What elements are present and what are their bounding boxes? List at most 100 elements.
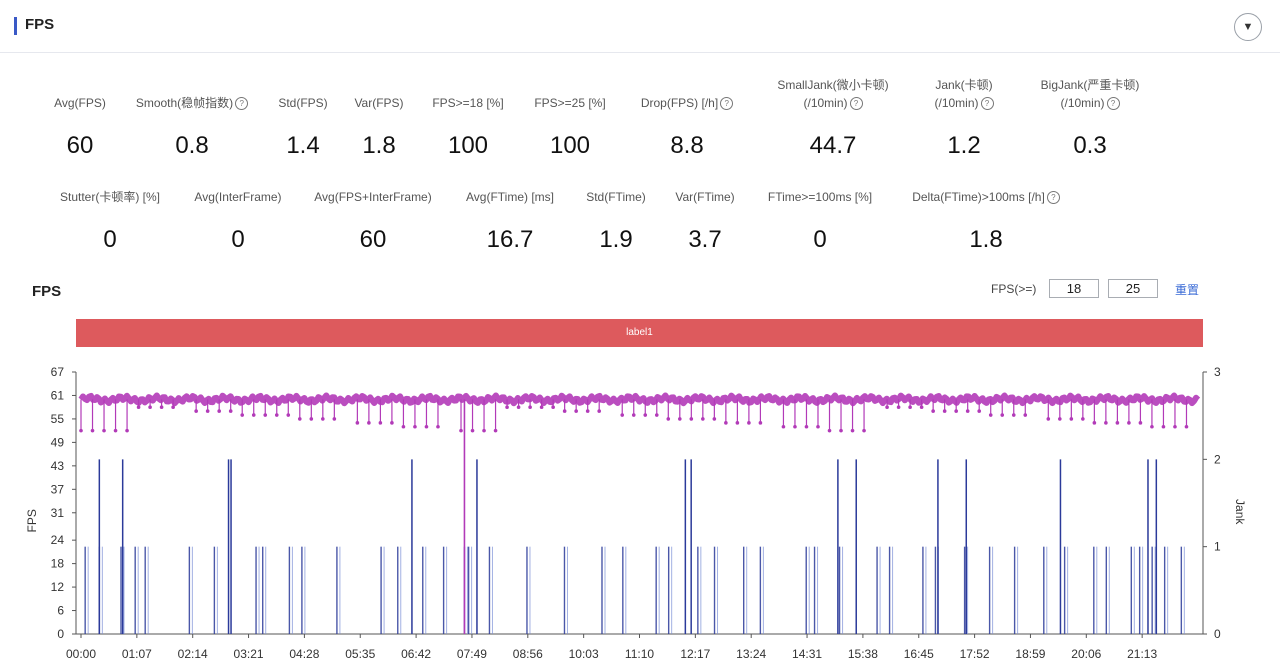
metric-value: 0 [813, 226, 827, 253]
metric-label: Avg(FPS) [54, 96, 106, 110]
chart-title: FPS [32, 283, 62, 300]
metric-avg-interframe: Avg(InterFrame) 0 [184, 188, 292, 254]
metric-avg-fps-interframe: Avg(FPS+InterFrame) 60 [300, 188, 446, 254]
metric-label: Delta(FTime)>100ms [/h] [912, 190, 1045, 204]
fps-dip-point [597, 409, 601, 413]
x-tick-label: 04:28 [289, 647, 319, 661]
fps-dip-point [701, 417, 705, 421]
metric-value: 8.8 [670, 132, 704, 159]
x-tick-label: 13:24 [736, 647, 766, 661]
fps-dip-point [735, 421, 740, 425]
fps-dip-point [654, 413, 659, 417]
metric-var-fps: Var(FPS) 1.8 [344, 94, 414, 160]
y-left-tick-label: 55 [51, 412, 65, 426]
fps-dip-point [919, 405, 924, 409]
metric-avg-ftime: Avg(FTime) [ms] 16.7 [454, 188, 566, 254]
collapse-button[interactable]: ▼ [1234, 13, 1262, 41]
metric-drop-fps: Drop(FPS) [/h]? 8.8 [626, 94, 748, 160]
fps-dip-point [977, 409, 982, 413]
fps-dip-point [885, 405, 889, 409]
fps-dip-point [1104, 421, 1108, 425]
fps-dip-point [113, 428, 118, 433]
panel-title: FPS [25, 16, 55, 33]
help-icon[interactable]: ? [720, 97, 734, 111]
fps-dip-point [251, 413, 256, 417]
metric-label: Var(FPS) [354, 96, 404, 110]
label-band[interactable]: label1 [76, 319, 1203, 347]
metric-value: 1.8 [969, 226, 1003, 253]
help-icon[interactable]: ? [849, 97, 863, 111]
metric-stutter: Stutter(卡顿率) [%] 0 [44, 188, 176, 254]
metric-label: Avg(FTime) [ms] [465, 190, 554, 204]
help-icon[interactable]: ? [1046, 191, 1060, 205]
metric-value: 0.3 [1073, 132, 1107, 159]
metric-label: FPS>=18 [%] [432, 96, 504, 110]
x-tick-label: 10:03 [569, 647, 599, 661]
fps-dip-point [217, 409, 221, 413]
fps-dip-point [401, 424, 406, 429]
metric-label: Avg(InterFrame) [194, 190, 282, 204]
fps-dip-point [355, 421, 360, 425]
fps-dip-point [297, 417, 302, 421]
fps-dip-point [862, 428, 866, 433]
fps-threshold-input-2[interactable] [1108, 279, 1158, 298]
metric-fps-ge-18: FPS>=18 [%] 100 [422, 94, 514, 160]
help-icon[interactable]: ? [1106, 97, 1120, 111]
help-icon[interactable]: ? [235, 97, 249, 111]
y-left-tick-label: 24 [51, 533, 65, 547]
fps-dip-point [712, 417, 717, 421]
fps-dip-point [493, 428, 498, 433]
metric-value: 100 [549, 132, 591, 159]
y-right-tick-label: 3 [1214, 365, 1221, 379]
fps-dip-point [321, 417, 325, 421]
fps-dip-point [159, 405, 164, 409]
help-icon[interactable]: ? [980, 97, 994, 111]
fps-dip-point [678, 417, 682, 421]
metric-big-jank: BigJank(严重卡顿) (/10min)? 0.3 [1018, 76, 1162, 160]
panel-header: FPS ▼ [0, 0, 1280, 53]
fps-dip-point [240, 413, 245, 417]
reset-button[interactable]: 重置 [1175, 283, 1200, 297]
x-tick-label: 02:14 [178, 647, 208, 661]
fps-dip-point [470, 428, 475, 433]
metric-value: 0 [103, 226, 117, 253]
fps-dip-point [643, 413, 648, 417]
fps-dip-point [1000, 413, 1005, 417]
fps-dip-point [79, 428, 83, 433]
metric-value: 44.7 [809, 132, 857, 159]
fps-dip-point [102, 428, 106, 433]
y-left-tick-label: 49 [51, 435, 65, 449]
metric-label: SmallJank(微小卡顿) [777, 78, 889, 92]
fps-dip-point [942, 409, 947, 413]
fps-dip-point [896, 405, 901, 409]
metric-value: 0.8 [175, 132, 209, 159]
fps-dip-point [758, 421, 763, 425]
x-tick-label: 12:17 [680, 647, 710, 661]
y-left-tick-label: 0 [57, 627, 64, 641]
metric-value: 16.7 [486, 226, 534, 253]
metric-value: 1.8 [362, 132, 396, 159]
fps-threshold-input-1[interactable] [1049, 279, 1099, 298]
fps-dip-point [424, 424, 429, 429]
metric-var-ftime: Var(FTime) 3.7 [664, 188, 746, 254]
fps-dip-point [954, 409, 958, 413]
fps-dip-point [1127, 421, 1131, 425]
fps-dip-point [528, 405, 532, 409]
fps-dip-point [850, 428, 855, 433]
metric-smooth: Smooth(稳帧指数)? 0.8 [122, 94, 262, 160]
metric-label: FTime>=100ms [%] [767, 190, 873, 204]
fps-dip-point [1046, 417, 1051, 421]
metric-delta-ftime: Delta(FTime)>100ms [/h]? 1.8 [896, 188, 1076, 254]
metric-ftime-ge-100ms: FTime>=100ms [%] 0 [756, 188, 884, 254]
metric-value: 1.2 [947, 132, 981, 159]
fps-dip-point [781, 424, 786, 429]
fps-dip-point [988, 413, 993, 417]
metric-label: Smooth(稳帧指数) [135, 96, 234, 110]
y-left-tick-label: 43 [51, 459, 65, 473]
fps-dip-point [1138, 421, 1143, 425]
y-right-tick-label: 1 [1214, 540, 1221, 554]
x-tick-label: 21:13 [1127, 647, 1157, 661]
y-left-tick-label: 31 [51, 506, 65, 520]
metrics-summary: Avg(FPS) 60 Smooth(稳帧指数)? 0.8 Std(FPS) 1… [0, 0, 1280, 270]
